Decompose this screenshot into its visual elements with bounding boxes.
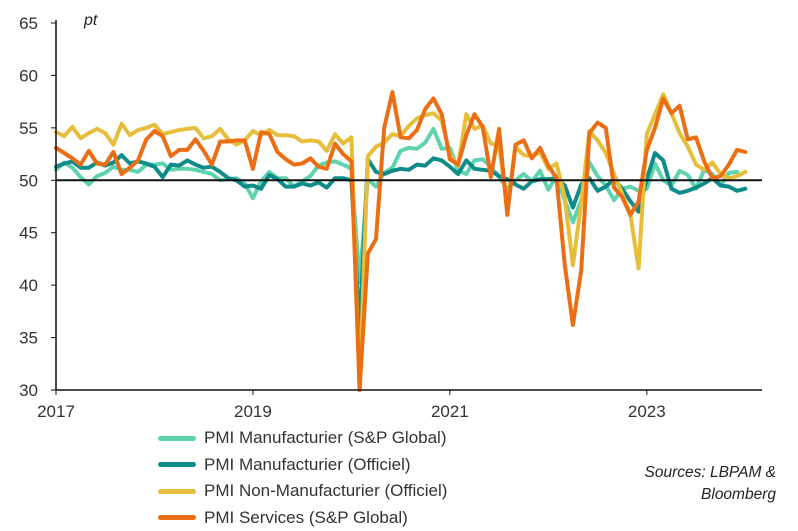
source-line-2: Bloomberg <box>644 484 776 506</box>
y-tick-label: 50 <box>19 171 38 190</box>
legend-label: PMI Non-Manufacturier (Officiel) <box>204 481 447 501</box>
legend: PMI Manufacturier (S&P Global) PMI Manuf… <box>158 425 447 531</box>
y-tick-label: 40 <box>19 276 38 295</box>
legend-item-pmi-manuf-official: PMI Manufacturier (Officiel) <box>158 452 447 479</box>
series-lines <box>56 92 745 390</box>
y-tick-label: 55 <box>19 119 38 138</box>
legend-label: PMI Manufacturier (S&P Global) <box>204 428 447 448</box>
legend-item-pmi-nonmanuf-official: PMI Non-Manufacturier (Officiel) <box>158 478 447 505</box>
y-tick-label: 45 <box>19 224 38 243</box>
source-line-1: Sources: LBPAM & <box>644 462 776 484</box>
y-tick-label: 35 <box>19 329 38 348</box>
legend-item-pmi-services-sp: PMI Services (S&P Global) <box>158 505 447 531</box>
x-tick-label: 2021 <box>431 402 469 420</box>
x-tick-label: 2023 <box>628 402 666 420</box>
y-axis-ticks: 30 35 40 45 50 55 60 65 <box>19 14 56 400</box>
x-tick-label: 2019 <box>234 402 272 420</box>
y-tick-label: 60 <box>19 66 38 85</box>
pmi-line-chart: 30 35 40 45 50 55 60 65 2017 2019 2021 2023 pt <box>0 0 798 420</box>
legend-item-pmi-manuf-sp: PMI Manufacturier (S&P Global) <box>158 425 447 452</box>
legend-label: PMI Services (S&P Global) <box>204 508 408 528</box>
x-tick-label: 2017 <box>37 402 75 420</box>
legend-swatch-pmi-services-sp <box>158 515 196 520</box>
y-axis-unit-label: pt <box>83 12 98 29</box>
x-axis-ticks: 2017 2019 2021 2023 <box>37 390 666 420</box>
source-note: Sources: LBPAM & Bloomberg <box>644 462 776 506</box>
y-tick-label: 65 <box>19 14 38 33</box>
y-tick-label: 30 <box>19 381 38 400</box>
legend-label: PMI Manufacturier (Officiel) <box>204 455 411 475</box>
legend-swatch-pmi-manuf-sp <box>158 436 196 441</box>
legend-swatch-pmi-manuf-official <box>158 462 196 467</box>
legend-swatch-pmi-nonmanuf-official <box>158 489 196 494</box>
